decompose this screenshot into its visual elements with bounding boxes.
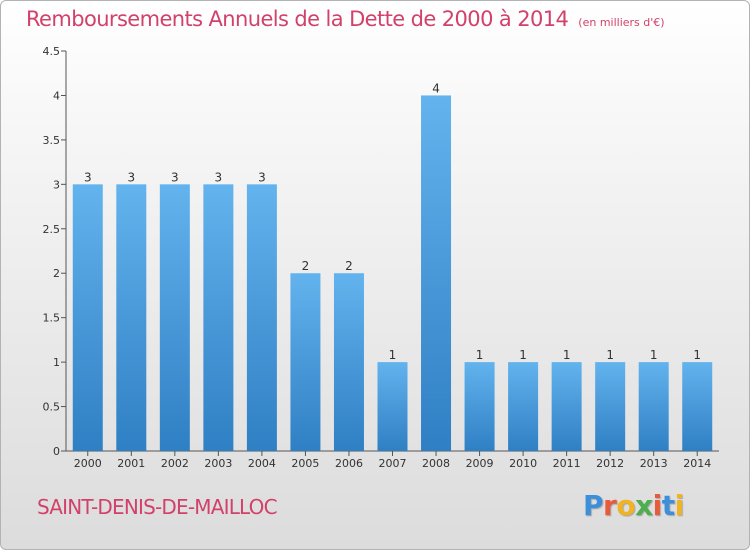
x-tick-label: 2003 — [204, 457, 232, 470]
logo-letter: r — [603, 489, 617, 522]
x-tick-label: 2000 — [74, 457, 102, 470]
logo-letter: i — [674, 489, 685, 522]
bar — [246, 184, 277, 452]
bar — [464, 362, 495, 451]
data-label: 1 — [693, 348, 701, 362]
chart-title-text: Remboursements Annuels de la Dette de 20… — [26, 7, 569, 31]
chart-subtitle: (en milliers d'€) — [578, 16, 665, 29]
x-tick-label: 2007 — [379, 457, 407, 470]
bar — [682, 362, 713, 451]
data-label: 1 — [519, 348, 527, 362]
bar — [638, 362, 669, 451]
bar — [377, 362, 408, 451]
x-tick-label: 2005 — [291, 457, 319, 470]
data-label: 1 — [606, 348, 614, 362]
x-tick-label: 2004 — [248, 457, 276, 470]
data-label: 3 — [171, 170, 179, 184]
bar — [508, 362, 539, 451]
bar — [421, 95, 452, 451]
data-label: 2 — [302, 259, 310, 273]
x-tick-label: 2012 — [596, 457, 624, 470]
y-tick-label: 3 — [53, 178, 60, 191]
logo-letter: t — [661, 489, 675, 522]
data-label: 1 — [650, 348, 658, 362]
data-label: 4 — [432, 81, 440, 95]
data-label: 2 — [345, 259, 353, 273]
data-labels: 3 3 3 3 3 2 2 1 4 1 1 1 1 1 1 — [84, 81, 701, 362]
bar — [203, 184, 234, 452]
y-tick-label: 0.5 — [43, 401, 61, 414]
x-tick-label: 2002 — [161, 457, 189, 470]
bar — [159, 184, 190, 452]
data-label: 1 — [389, 348, 397, 362]
logo-letter: P — [583, 489, 604, 522]
bar — [290, 273, 321, 451]
y-tick-label: 0 — [53, 445, 60, 458]
x-tick-label: 2008 — [422, 457, 450, 470]
x-tick-label: 2014 — [683, 457, 711, 470]
y-tick-label: 1.5 — [43, 312, 61, 325]
axes: 0 0.5 1 1.5 2 2.5 3 3.5 4 4.5 2000 2001 2002 2003 2004… — [43, 45, 719, 470]
data-label: 3 — [127, 170, 135, 184]
logo-letter: x — [635, 489, 653, 522]
bars — [72, 95, 713, 452]
x-tick-label: 2009 — [466, 457, 494, 470]
x-tick-label: 2001 — [117, 457, 145, 470]
x-tick-label: 2010 — [509, 457, 537, 470]
commune-name: SAINT-DENIS-DE-MAILLOC — [37, 495, 278, 519]
bar — [72, 184, 103, 452]
y-tick-label: 3.5 — [43, 134, 61, 147]
data-label: 1 — [563, 348, 571, 362]
bar — [551, 362, 582, 451]
x-tick-label: 2013 — [640, 457, 668, 470]
data-label: 3 — [84, 170, 92, 184]
y-tick-label: 1 — [53, 356, 60, 369]
data-label: 1 — [476, 348, 484, 362]
y-tick-label: 2 — [53, 267, 60, 280]
bar — [595, 362, 626, 451]
x-tick-label: 2006 — [335, 457, 363, 470]
x-tick-label: 2011 — [553, 457, 581, 470]
y-tick-label: 2.5 — [43, 223, 61, 236]
chart-title: Remboursements Annuels de la Dette de 20… — [26, 7, 665, 31]
bar — [333, 273, 364, 451]
bar — [116, 184, 147, 452]
logo-letter: o — [616, 489, 636, 522]
y-tick-label: 4 — [53, 89, 60, 102]
y-tick-label: 4.5 — [43, 45, 61, 58]
data-label: 3 — [258, 170, 266, 184]
logo-letter: i — [652, 489, 663, 522]
data-label: 3 — [215, 170, 223, 184]
proxiti-logo: Proxiti — [583, 489, 684, 522]
